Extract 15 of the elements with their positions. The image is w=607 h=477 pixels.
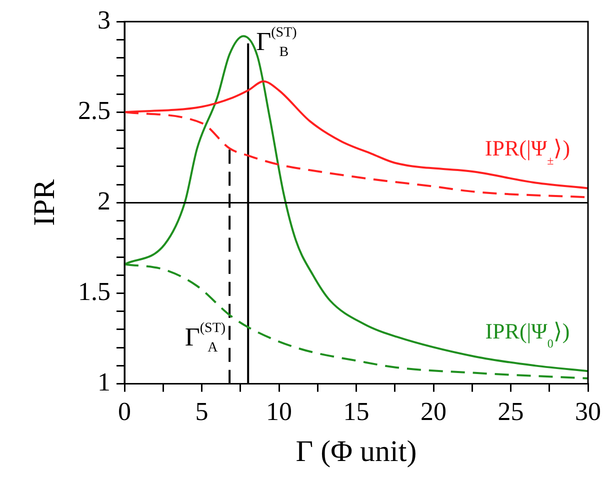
x-tick-label: 15 (343, 397, 370, 426)
y-tick-label: 3 (98, 5, 110, 34)
y-tick-label: 2 (98, 186, 110, 216)
y-tick-label: 2.5 (78, 96, 110, 125)
x-tick-label: 25 (498, 397, 524, 426)
y-axis-title: IPR (28, 179, 61, 226)
y-tick-label: 1 (98, 368, 110, 397)
series-label: IPR(|Ψ±⟩) (484, 136, 570, 168)
x-tick-label: 30 (575, 397, 601, 426)
x-tick-label: 0 (118, 397, 131, 426)
y-tick-label: 1.5 (78, 277, 110, 306)
x-tick-label: 20 (420, 397, 446, 426)
x-tick-label: 10 (266, 397, 292, 426)
x-tick-label: 5 (195, 397, 208, 426)
x-axis-title: Γ (Φ unit) (296, 434, 417, 468)
